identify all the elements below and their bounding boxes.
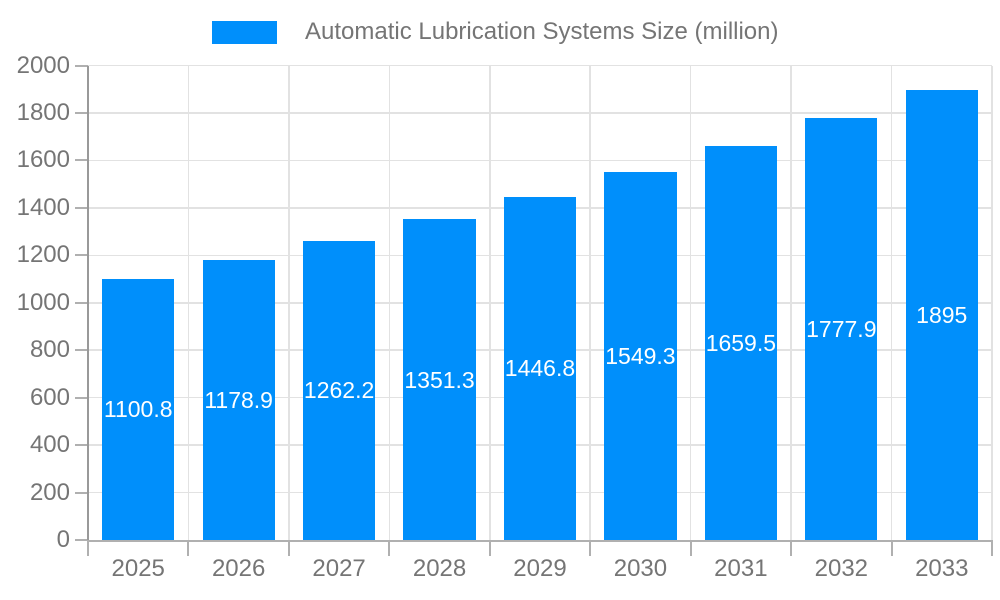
y-axis-label: 2000 bbox=[16, 51, 70, 79]
y-axis-label: 1600 bbox=[16, 146, 70, 174]
bar-value-label: 1100.8 bbox=[103, 396, 173, 423]
x-axis-label: 2025 bbox=[111, 555, 165, 582]
x-axis-tick bbox=[488, 540, 491, 556]
y-gridline bbox=[88, 159, 992, 162]
y-axis-tick bbox=[75, 491, 88, 494]
x-axis-tick bbox=[287, 540, 290, 556]
x-gridline bbox=[991, 65, 993, 540]
y-axis-label: 0 bbox=[56, 526, 70, 553]
x-axis-tick bbox=[991, 540, 993, 556]
y-axis-label: 1000 bbox=[16, 288, 70, 316]
y-axis-tick bbox=[75, 64, 88, 67]
x-gridline bbox=[890, 65, 893, 540]
bar-value-label: 1178.9 bbox=[204, 387, 273, 414]
bar-value-label: 1446.8 bbox=[504, 355, 576, 382]
y-axis-label: 1400 bbox=[16, 193, 70, 221]
y-axis-label: 1800 bbox=[16, 98, 70, 126]
bar-value-label: 1262.2 bbox=[303, 377, 375, 404]
bar[interactable]: 1262.2 bbox=[302, 240, 376, 540]
x-axis-tick bbox=[790, 540, 793, 556]
y-axis-label: 800 bbox=[29, 336, 70, 364]
y-axis-tick bbox=[75, 539, 88, 541]
x-axis-label: 2032 bbox=[814, 555, 869, 582]
bar[interactable]: 1549.3 bbox=[604, 172, 677, 540]
x-gridline bbox=[790, 65, 792, 540]
y-axis-line bbox=[87, 65, 89, 540]
legend-item[interactable]: Automatic Lubrication Systems Size (mill… bbox=[212, 20, 779, 44]
bar[interactable]: 1351.3 bbox=[403, 219, 476, 540]
y-axis-tick bbox=[75, 159, 88, 162]
x-gridline bbox=[489, 65, 491, 540]
y-axis-tick bbox=[75, 111, 88, 114]
bar-value-label: 1351.3 bbox=[404, 366, 475, 393]
x-axis-tick bbox=[689, 540, 692, 556]
x-gridline bbox=[388, 65, 391, 540]
x-axis-tick bbox=[388, 540, 391, 556]
x-axis-tick bbox=[87, 540, 89, 556]
y-axis-label: 600 bbox=[29, 383, 70, 411]
y-axis-tick bbox=[75, 254, 88, 257]
x-axis-label: 2026 bbox=[211, 555, 266, 582]
legend-swatch-icon bbox=[212, 20, 277, 44]
x-axis-label: 2031 bbox=[714, 555, 768, 582]
y-gridline bbox=[88, 64, 992, 67]
bar[interactable]: 1446.8 bbox=[503, 196, 577, 540]
x-axis-label: 2030 bbox=[613, 555, 668, 582]
y-axis-label: 200 bbox=[29, 478, 70, 506]
x-axis-label: 2029 bbox=[513, 555, 567, 582]
x-gridline bbox=[187, 65, 190, 540]
bar-value-label: 1777.9 bbox=[806, 316, 877, 343]
x-gridline bbox=[589, 65, 591, 540]
bar[interactable]: 1100.8 bbox=[102, 278, 175, 540]
y-axis-tick bbox=[75, 444, 88, 447]
x-axis-tick bbox=[890, 540, 893, 556]
y-axis-tick bbox=[75, 396, 88, 399]
x-axis-label: 2028 bbox=[412, 555, 467, 582]
y-axis-tick bbox=[75, 301, 88, 304]
x-axis-tick bbox=[589, 540, 592, 556]
y-axis-tick bbox=[75, 206, 88, 209]
x-gridline bbox=[689, 65, 692, 540]
x-gridline bbox=[288, 65, 290, 540]
y-axis-label: 400 bbox=[29, 431, 70, 459]
bar[interactable]: 1659.5 bbox=[704, 146, 778, 540]
legend-label: Automatic Lubrication Systems Size (mill… bbox=[305, 18, 779, 45]
x-axis-tick bbox=[187, 540, 190, 556]
bar[interactable]: 1178.9 bbox=[202, 260, 275, 540]
y-gridline bbox=[88, 112, 992, 114]
x-axis-line bbox=[87, 540, 993, 542]
y-axis-tick bbox=[75, 349, 88, 352]
x-axis-label: 2027 bbox=[312, 555, 366, 582]
bar-value-label: 1895 bbox=[916, 302, 968, 329]
bar[interactable]: 1895 bbox=[905, 90, 978, 540]
bar[interactable]: 1777.9 bbox=[805, 118, 878, 540]
bar-value-label: 1659.5 bbox=[705, 330, 777, 357]
x-axis-label: 2033 bbox=[915, 555, 969, 582]
y-axis-label: 1200 bbox=[16, 241, 70, 269]
bar-value-label: 1549.3 bbox=[605, 343, 676, 370]
